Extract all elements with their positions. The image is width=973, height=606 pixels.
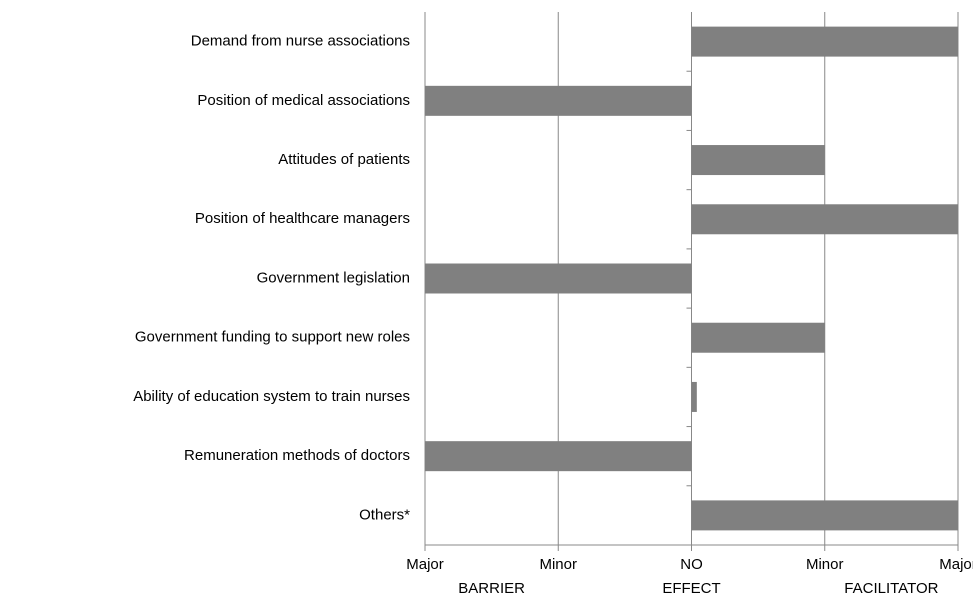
x-tick-label: Major (939, 556, 973, 573)
x-tick-label: Minor (539, 556, 577, 573)
x-tick-label: Minor (806, 556, 844, 573)
y-tick-label: Government funding to support new roles (135, 329, 410, 346)
bar (691, 381, 697, 412)
y-tick-label: Others* (359, 506, 410, 523)
y-tick-label: Remuneration methods of doctors (184, 447, 410, 464)
y-tick-label: Government legislation (257, 269, 410, 286)
bar (691, 322, 825, 353)
y-tick-label: Ability of education system to train nur… (133, 388, 410, 405)
y-tick-label: Attitudes of patients (278, 151, 410, 168)
x-tick-label: Major (406, 556, 444, 573)
bar (691, 145, 825, 176)
y-tick-label: Position of medical associations (197, 92, 410, 109)
bar (425, 85, 692, 116)
bar (425, 263, 692, 294)
bar (691, 26, 958, 57)
x-group-label: EFFECT (662, 580, 720, 597)
x-tick-label: NO (680, 556, 703, 573)
y-tick-label: Position of healthcare managers (195, 210, 410, 227)
bar (691, 204, 958, 235)
bar (691, 500, 958, 531)
bar (425, 441, 692, 472)
x-group-label: FACILITATOR (844, 580, 938, 597)
y-tick-label: Demand from nurse associations (191, 33, 410, 50)
x-group-label: BARRIER (458, 580, 525, 597)
